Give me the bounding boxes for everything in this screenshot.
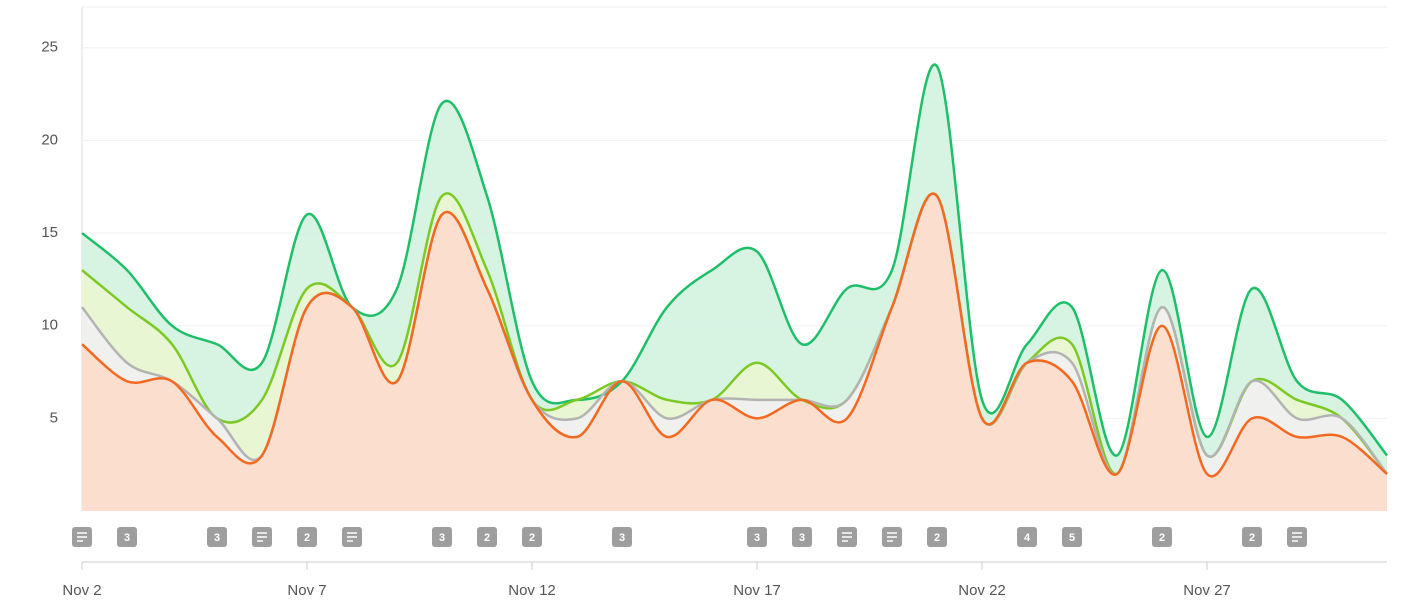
y-tick-label: 5 — [50, 409, 58, 426]
annotation-badge — [342, 527, 362, 547]
x-tick-label: Nov 17 — [733, 582, 781, 599]
x-tick-label: Nov 7 — [287, 582, 326, 599]
annotation-badge: 3 — [612, 527, 632, 547]
badge-label: 3 — [214, 532, 220, 544]
annotation-badge: 3 — [792, 527, 812, 547]
badge-box — [432, 527, 452, 547]
badge-label: 4 — [1024, 532, 1031, 544]
annotation-badge: 4 — [1017, 527, 1037, 547]
annotation-badge: 2 — [1242, 527, 1262, 547]
line — [81, 192, 1388, 478]
badge-box — [117, 527, 137, 547]
x-tick-label: Nov 12 — [508, 582, 556, 599]
badge-box — [297, 527, 317, 547]
annotation-badge: 3 — [432, 527, 452, 547]
annotation-badge: 3 — [747, 527, 767, 547]
badge-label: 2 — [484, 532, 490, 544]
annotation-badge: 2 — [927, 527, 947, 547]
y-tick-label: 10 — [41, 317, 58, 334]
badge-box — [477, 527, 497, 547]
badge-box — [747, 527, 767, 547]
badge-label: 2 — [529, 532, 535, 544]
badge-label: 3 — [799, 532, 805, 544]
badge-label: 3 — [754, 532, 760, 544]
annotation-badge: 5 — [1062, 527, 1082, 547]
badge-label: 5 — [1069, 532, 1075, 544]
annotation-badge: 3 — [207, 527, 227, 547]
badge-box — [1152, 527, 1172, 547]
area — [82, 193, 1387, 511]
badge-box — [792, 527, 812, 547]
badge-box — [207, 527, 227, 547]
y-tick-label: 15 — [41, 224, 58, 241]
annotation-badge: 2 — [297, 527, 317, 547]
annotation-badge — [72, 527, 92, 547]
badge-label: 3 — [439, 532, 445, 544]
x-tick-label: Nov 27 — [1183, 582, 1231, 599]
x-tick-label: Nov 22 — [958, 582, 1006, 599]
badge-label: 2 — [1159, 532, 1165, 544]
line — [81, 63, 1388, 457]
badge-label: 3 — [619, 532, 625, 544]
badge-box — [927, 527, 947, 547]
annotation-badge — [1287, 527, 1307, 547]
annotation-badge — [837, 527, 857, 547]
y-tick-label: 20 — [41, 131, 58, 148]
badge-label: 2 — [1249, 532, 1255, 544]
annotation-badge — [252, 527, 272, 547]
badge-box — [522, 527, 542, 547]
badge-label: 2 — [304, 532, 310, 544]
annotation-badge: 2 — [522, 527, 542, 547]
annotation-badge: 2 — [477, 527, 497, 547]
badge-label: 3 — [124, 532, 130, 544]
y-tick-label: 25 — [41, 39, 58, 56]
annotation-badge: 2 — [1152, 527, 1172, 547]
badge-label: 2 — [934, 532, 940, 544]
badge-box — [1062, 527, 1082, 547]
badge-box — [612, 527, 632, 547]
badge-box — [1017, 527, 1037, 547]
annotation-badge — [882, 527, 902, 547]
badge-box — [1242, 527, 1262, 547]
annotation-badge: 3 — [117, 527, 137, 547]
x-tick-label: Nov 2 — [62, 582, 101, 599]
